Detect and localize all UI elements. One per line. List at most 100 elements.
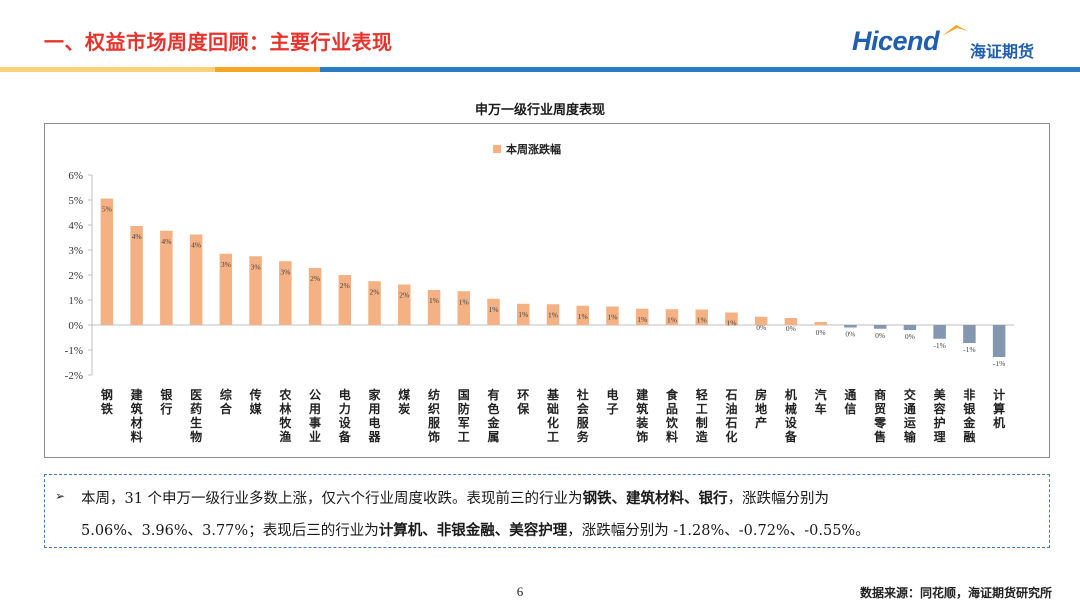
x-tick-label: 石油石化 — [724, 388, 737, 444]
bar — [457, 291, 471, 325]
bar — [576, 305, 589, 325]
bar-data-label: 4% — [132, 232, 142, 241]
bar — [903, 325, 917, 330]
bar-data-label: 0% — [756, 323, 766, 332]
bar-data-label: 1% — [489, 305, 499, 314]
x-tick-label: 有色金属 — [487, 387, 501, 444]
bar-data-label: 1% — [429, 296, 439, 305]
x-tick-label: 家用电器 — [368, 387, 382, 444]
bar — [933, 325, 946, 339]
bar-data-label: 1% — [548, 310, 558, 319]
data-source: 数据来源：同花顺，海证期货研究所 — [859, 586, 1052, 600]
bar — [725, 312, 738, 325]
y-tick-label: 1% — [68, 295, 83, 307]
y-tick-label: 5% — [68, 195, 83, 207]
bar-data-label: 1% — [578, 312, 588, 321]
x-tick-label: 综合 — [220, 387, 233, 416]
y-tick-label: 6% — [68, 170, 83, 182]
legend-swatch — [493, 145, 501, 153]
x-tick-label: 纺织服饰 — [428, 387, 441, 444]
bar-data-label: 0% — [845, 330, 855, 339]
x-tick-label: 医药生物 — [190, 388, 202, 444]
bar-data-label: 0% — [786, 324, 796, 333]
summary-text: ，涨跌幅分别为 — [727, 491, 830, 507]
x-tick-label: 煤炭 — [398, 387, 410, 416]
summary-text: 5.06%、3.96%、3.77%；表现后三的行业为 — [81, 523, 379, 539]
bar — [814, 322, 827, 325]
bar-data-label: 3% — [280, 267, 290, 276]
bar — [844, 325, 857, 328]
bar-data-label: 0% — [905, 332, 915, 341]
bar-data-label: 4% — [161, 237, 171, 246]
x-tick-label: 计算机 — [993, 387, 1005, 430]
bar-data-label: 1% — [637, 315, 647, 324]
y-tick-label: 4% — [68, 220, 83, 232]
bar — [635, 308, 649, 325]
hicend-logo: Hicend 海证期货 — [852, 22, 1052, 66]
bar — [427, 290, 441, 325]
x-tick-label: 机械设备 — [784, 387, 798, 444]
bar — [606, 306, 619, 325]
bar — [249, 256, 262, 325]
x-tick-label: 建筑装饰 — [635, 387, 649, 444]
page-title: 一、权益市场周度回顾：主要行业表现 — [44, 30, 393, 54]
x-tick-label: 电子 — [606, 387, 618, 416]
y-tick-label: -2% — [65, 370, 83, 382]
bar — [308, 268, 322, 325]
y-tick-label: 0% — [68, 320, 83, 332]
y-tick-label: 2% — [68, 270, 83, 282]
bar — [963, 325, 976, 343]
bar — [695, 309, 708, 325]
x-tick-label: 商贸零售 — [873, 387, 887, 444]
bar — [130, 226, 143, 325]
bar — [100, 198, 114, 325]
x-tick-label: 社会服务 — [576, 387, 590, 444]
x-tick-label: 非银金融 — [962, 387, 976, 444]
industry-bar-chart: 本周涨跌幅 6% 5% 4% 3% 2% 1% 0% -1% -2% 5% 钢铁 4% 建筑材料 4% 银行 4… — [65, 142, 1014, 444]
x-tick-label: 交通运输 — [904, 387, 917, 444]
x-tick-label: 电力设备 — [338, 387, 352, 444]
bar-data-label: 1% — [459, 297, 469, 306]
x-tick-label: 食品饮料 — [665, 387, 679, 444]
bar — [546, 304, 560, 325]
logo-text-cn: 海证期货 — [970, 42, 1035, 61]
bar — [754, 316, 768, 325]
x-tick-label: 通信 — [844, 387, 856, 416]
y-tick-label: -1% — [65, 345, 83, 357]
summary-box: ➢ 本周，31 个申万一级行业多数上涨，仅六个行业周度收跌。表现前三的行业为钢铁… — [44, 474, 1050, 548]
page-number: 6 — [516, 584, 524, 599]
bar-data-label: 2% — [340, 281, 350, 290]
header-stripe-orange — [215, 67, 320, 72]
bar — [338, 275, 352, 325]
bar-data-label: -1% — [963, 345, 976, 354]
summary-line-2: 5.06%、3.96%、3.77%；表现后三的行业为计算机、非银金融、美容护理，… — [81, 519, 870, 540]
x-tick-label: 房地产 — [755, 387, 767, 430]
bar-data-label: 3% — [221, 260, 231, 269]
y-tick-label: 3% — [68, 245, 83, 257]
x-tick-label: 美容护理 — [933, 387, 947, 444]
summary-top3: 钢铁、建筑材料、银行 — [582, 490, 728, 507]
bar-data-label: 4% — [191, 241, 201, 250]
bar-data-label: 1% — [518, 310, 528, 319]
bar-data-label: 5% — [102, 205, 112, 214]
summary-line-1: 本周，31 个申万一级行业多数上涨，仅六个行业周度收跌。表现前三的行业为钢铁、建… — [81, 487, 829, 508]
x-tick-label: 银行 — [159, 387, 173, 416]
bar — [487, 298, 500, 325]
arrow-bullet-icon: ➢ — [55, 489, 66, 503]
x-tick-label: 传媒 — [249, 387, 263, 416]
bar-data-label: -1% — [993, 359, 1006, 368]
bar — [279, 261, 292, 325]
bar-data-label: 1% — [607, 313, 617, 322]
bar-data-label: 2% — [370, 287, 380, 296]
bar-data-label: 1% — [726, 319, 736, 328]
bar-data-label: 0% — [875, 331, 885, 340]
bar — [992, 325, 1006, 357]
legend-label: 本周涨跌幅 — [506, 142, 561, 156]
bar-data-label: 2% — [399, 291, 409, 300]
bar — [873, 325, 887, 329]
x-tick-label: 汽车 — [815, 387, 827, 416]
x-tick-label: 轻工制造 — [696, 387, 709, 444]
x-tick-label: 国防军工 — [458, 388, 470, 444]
bar — [189, 234, 203, 325]
logo-swoosh-icon — [942, 25, 968, 36]
